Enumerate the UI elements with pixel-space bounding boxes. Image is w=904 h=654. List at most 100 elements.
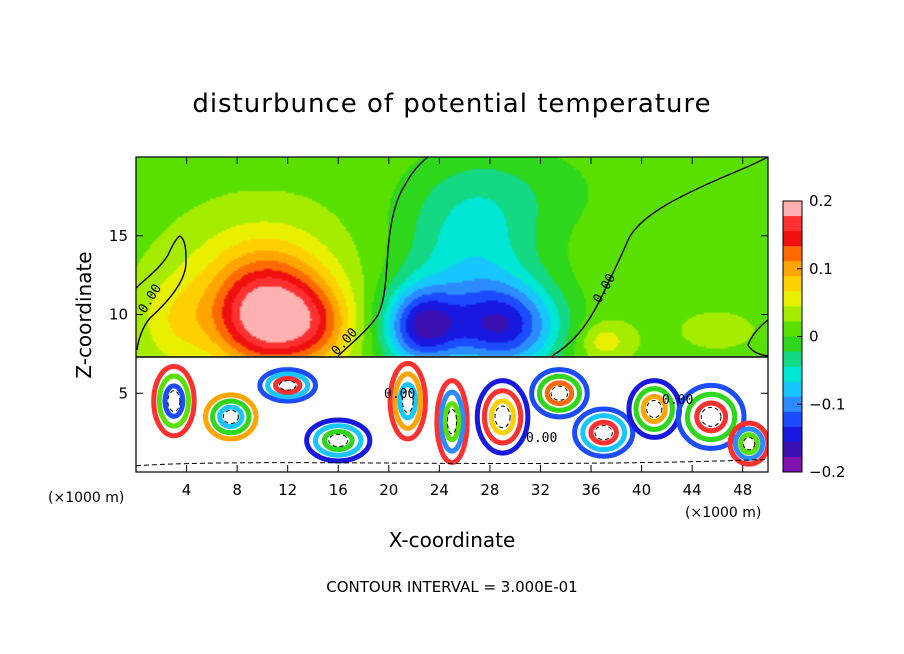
colorbar: 0.2 0.1 0 −0.1 −0.2: [782, 192, 845, 481]
x-tick-label: 48: [733, 481, 752, 499]
x-axis: 4 8 12 16 20 24 28 32 36 40 44 48: [182, 157, 752, 499]
turbulent-eddy: [529, 367, 590, 420]
turbulent-eddy: [640, 394, 668, 424]
x-tick-label: 44: [683, 481, 702, 499]
contour-label: 0.00: [384, 387, 415, 402]
colorbar-swatch: [783, 306, 802, 322]
colorbar-swatch: [783, 441, 802, 458]
turbulent-eddy: [474, 378, 531, 456]
contour-zero-left: [136, 235, 187, 351]
turbulent-eddy: [633, 386, 675, 432]
eddy-contour: [167, 390, 181, 413]
turbulent-eddy: [738, 432, 760, 456]
colorbar-swatch: [783, 351, 802, 368]
x-tick-label: 8: [232, 481, 242, 499]
negative-contour: [136, 458, 768, 467]
eddy-contour: [222, 409, 239, 424]
x-tick-label: 20: [379, 481, 398, 499]
turbulent-eddy: [580, 413, 628, 453]
contour-label: 0.00: [526, 431, 557, 446]
colorbar-swatch: [783, 426, 802, 443]
contour-interval-note: CONTOUR INTERVAL = 3.000E-01: [326, 578, 577, 596]
colorbar-swatch: [783, 216, 802, 232]
contour-lines: [136, 157, 768, 358]
turbulent-eddy: [162, 383, 186, 419]
x-tick-label: 4: [182, 481, 192, 499]
colorbar-tick-label: 0.1: [809, 260, 833, 278]
eddy-contour: [446, 408, 458, 435]
x-tick-label: 24: [430, 481, 449, 499]
colorbar-swatch: [783, 366, 802, 383]
turbulent-eddy: [438, 389, 466, 454]
y-tick-label: 10: [109, 306, 128, 324]
turbulent-eddy: [265, 371, 311, 400]
turbulent-eddy: [544, 380, 575, 407]
contour-zero-right: [551, 157, 768, 357]
eddy-contour: [550, 385, 569, 401]
colorbar-swatch: [783, 396, 802, 413]
turbulent-eddy: [588, 419, 619, 446]
x-axis-label: X-coordinate: [389, 528, 516, 552]
eddy-contour: [328, 433, 349, 448]
turbulent-eddy: [536, 373, 582, 413]
x-unit-label-right: (×1000 m): [685, 505, 761, 521]
colorbar-swatch: [783, 246, 802, 262]
turbulent-eddy: [397, 381, 419, 421]
y-tick-label: 5: [118, 384, 128, 402]
colorbar-tick-label: 0.2: [809, 192, 833, 210]
eddy-contour: [646, 399, 663, 419]
colorbar-swatch: [783, 291, 802, 307]
x-tick-label: 12: [278, 481, 297, 499]
contour-label: 0.00: [662, 393, 693, 408]
colorbar-swatch: [783, 321, 802, 337]
x-tick-label: 36: [581, 481, 600, 499]
turbulent-eddy: [732, 426, 766, 461]
y-tick-label: 15: [109, 227, 128, 245]
eddy-contour: [401, 389, 414, 413]
colorbar-swatch: [783, 381, 802, 398]
turbulent-eddy: [321, 428, 355, 453]
turbulent-eddy: [156, 373, 191, 429]
turbulent-eddy: [488, 398, 517, 436]
turbulent-eddy: [481, 388, 524, 446]
x-tick-label: 16: [329, 481, 348, 499]
eddy-contour: [494, 405, 511, 429]
eddy-contour: [742, 437, 756, 451]
colorbar-tick-label: 0: [809, 328, 819, 346]
colorbar-swatch: [783, 261, 802, 277]
turbulent-eddy: [694, 400, 729, 434]
turbulent-eddy: [684, 391, 738, 443]
chart-title: disturbunce of potential temperature: [192, 89, 711, 119]
turbulent-eddy: [210, 398, 252, 436]
eddy-contour: [278, 380, 297, 391]
turbulent-eddy: [203, 392, 259, 442]
plot-area: 0.00 0.00 0.00 0.00 0.00 0.00: [135, 156, 769, 473]
turbulent-eddy: [257, 367, 318, 404]
x-unit-label-left: (×1000 m): [48, 490, 124, 506]
turbulent-eddy: [217, 404, 245, 430]
eddy-contour: [700, 406, 722, 427]
contour-zero-middle: [337, 157, 429, 357]
colorbar-swatch: [783, 231, 802, 247]
colorbar-swatch: [783, 336, 802, 353]
x-tick-label: 28: [480, 481, 499, 499]
turbulent-eddy: [442, 401, 462, 443]
turbulent-eddy: [392, 371, 424, 431]
y-axis: 5 10 15: [109, 227, 768, 402]
x-tick-label: 40: [632, 481, 651, 499]
colorbar-swatch: [783, 276, 802, 292]
colorbar-swatch: [783, 456, 802, 473]
contour-zero-far-right: [747, 319, 768, 357]
colorbar-tick-label: −0.2: [809, 463, 845, 481]
turbulent-eddy: [304, 417, 373, 464]
colorbar-swatch: [783, 411, 802, 428]
x-tick-label: 32: [531, 481, 550, 499]
turbulent-eddy: [387, 360, 428, 442]
turbulent-eddy: [272, 375, 303, 395]
turbulent-eddy: [675, 382, 747, 451]
turbulent-eddy: [434, 378, 470, 466]
turbulent-eddy: [312, 423, 364, 458]
colorbar-swatch: [783, 201, 802, 217]
y-axis-label: Z-coordinate: [72, 251, 96, 378]
